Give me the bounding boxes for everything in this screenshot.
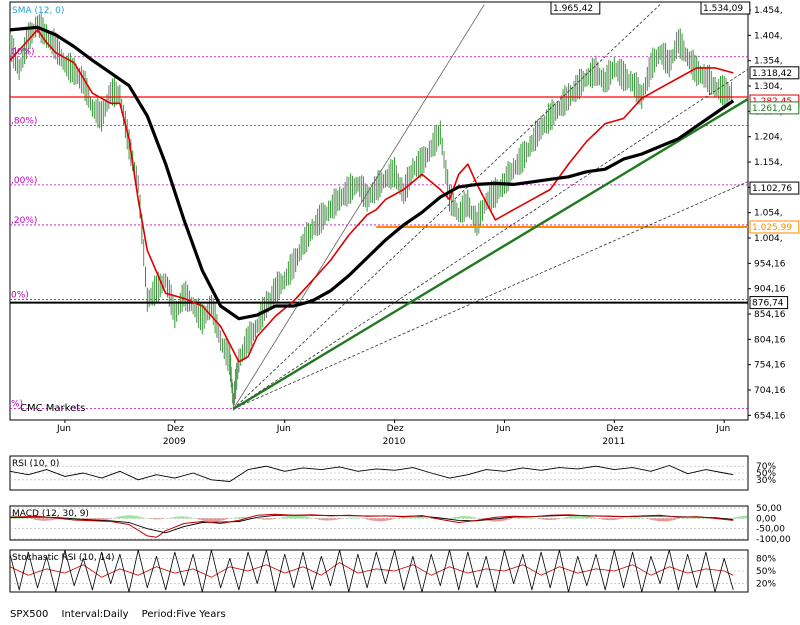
x-month-6: Jun <box>715 424 730 434</box>
price-ytick-9: 1.004, <box>754 234 783 244</box>
price-label-box-1 <box>550 1 601 15</box>
rsi-panel-ytick-2: 30% <box>756 476 776 486</box>
price-label-box-0 <box>700 1 751 15</box>
rsi-panel-ytick-1: 50% <box>756 469 776 479</box>
price-ytick-2: 1.354, <box>754 57 783 67</box>
price-label-6: 1.025,99 <box>752 223 792 233</box>
x-month-3: Dez <box>387 424 404 434</box>
macd-panel-legend: MACD (12, 30, 9) <box>12 509 89 519</box>
price-label-1: 1.965,42 <box>553 4 593 14</box>
rsi-panel-plot-area <box>10 465 748 482</box>
price-ytick-12: 854,16 <box>754 310 786 320</box>
price-ytick-15: 704,16 <box>754 386 786 396</box>
price-panel-frame <box>9 1 749 421</box>
macd-panel-ytick-2: -50,00 <box>756 525 785 535</box>
macd-panel-frame <box>9 505 749 541</box>
footer: SPX500 Interval:Daily Period:Five Years <box>10 609 236 620</box>
x-year-1: 2010 <box>383 437 406 447</box>
price-ytick-3: 1.304, <box>754 82 783 92</box>
price-ytick-8: 1.054, <box>754 209 783 219</box>
stoch-panel-ytick-1: 50% <box>756 567 776 577</box>
price-label-box-5 <box>749 181 800 195</box>
price-label-box-6 <box>749 220 800 234</box>
price-ytick-1: 1.404, <box>754 31 783 41</box>
price-ytick-0: 1.454, <box>754 6 783 16</box>
price-ytick-11: 904,16 <box>754 285 786 295</box>
price-ytick-6: 1.154, <box>754 158 783 168</box>
macd-panel-ytick-1: 0,00 <box>756 514 776 524</box>
x-year-2: 2011 <box>602 437 625 447</box>
x-month-4: Jun <box>495 424 510 434</box>
price-ytick-5: 1.204, <box>754 133 783 143</box>
x-year-0: 2009 <box>163 437 186 447</box>
stoch-d-line <box>10 562 734 578</box>
price-label-box-4 <box>749 101 800 115</box>
macd-line <box>10 513 734 538</box>
price-label-0: 1.534,09 <box>703 4 743 14</box>
price-label-5: 1.102,76 <box>752 184 792 194</box>
fib-label-5: %) <box>11 399 23 409</box>
x-month-2: Jun <box>276 424 291 434</box>
fib-label-1: ,80%) <box>11 117 37 127</box>
macd-panel-ytick-0: 50,00 <box>756 504 782 514</box>
period-label: Period:Five Years <box>141 609 226 620</box>
price-label-4: 1.261,04 <box>752 104 792 114</box>
ema-line <box>10 29 734 363</box>
stoch-panel-ytick-2: 20% <box>756 580 776 590</box>
x-month-1: Dez <box>167 424 184 434</box>
stoch-panel-plot-area <box>10 550 748 592</box>
rsi-panel-ytick-0: 70% <box>756 462 776 472</box>
price-label-7: 876,74 <box>752 299 784 309</box>
price-label-box-7 <box>749 296 789 310</box>
rsi-line <box>10 465 734 482</box>
price-label-2: 1.318,42 <box>752 69 792 79</box>
fib-label-0: 00%) <box>11 48 35 58</box>
price-legend: SMA (12, 0) <box>12 6 64 16</box>
stoch-panel-legend: Stochastic RSI (10, 14) <box>12 553 115 563</box>
stoch-panel-ytick-0: 80% <box>756 554 776 564</box>
fan-1318 <box>233 68 748 410</box>
fan-1102 <box>233 181 748 410</box>
macd-panel-ytick-3: -100,00 <box>756 535 791 545</box>
price-ytick-16: 654,16 <box>754 411 786 421</box>
price-label-box-2 <box>749 66 800 80</box>
price-ytick-14: 754,16 <box>754 361 786 371</box>
symbol-label: SPX500 <box>10 609 49 620</box>
macd-panel-plot-area <box>10 507 748 540</box>
x-month-5: Dez <box>606 424 623 434</box>
fib-label-3: ,20%) <box>11 216 37 226</box>
x-month-0: Jun <box>56 424 71 434</box>
rsi-panel-legend: RSI (10, 0) <box>12 459 59 469</box>
fan-1534 <box>233 4 661 410</box>
trend-1261 <box>232 97 748 410</box>
watermark: CMC Markets <box>20 403 85 414</box>
price-ytick-13: 804,16 <box>754 335 786 345</box>
fib-label-2: ,00%) <box>11 176 37 186</box>
fan-1965 <box>233 4 485 410</box>
sma-line <box>10 25 735 321</box>
interval-label: Interval:Daily <box>61 609 129 620</box>
fib-label-4: 0%) <box>11 290 29 300</box>
price-plot-area <box>10 4 748 411</box>
price-ytick-10: 954,16 <box>754 259 786 269</box>
stoch-k-line <box>10 550 734 592</box>
